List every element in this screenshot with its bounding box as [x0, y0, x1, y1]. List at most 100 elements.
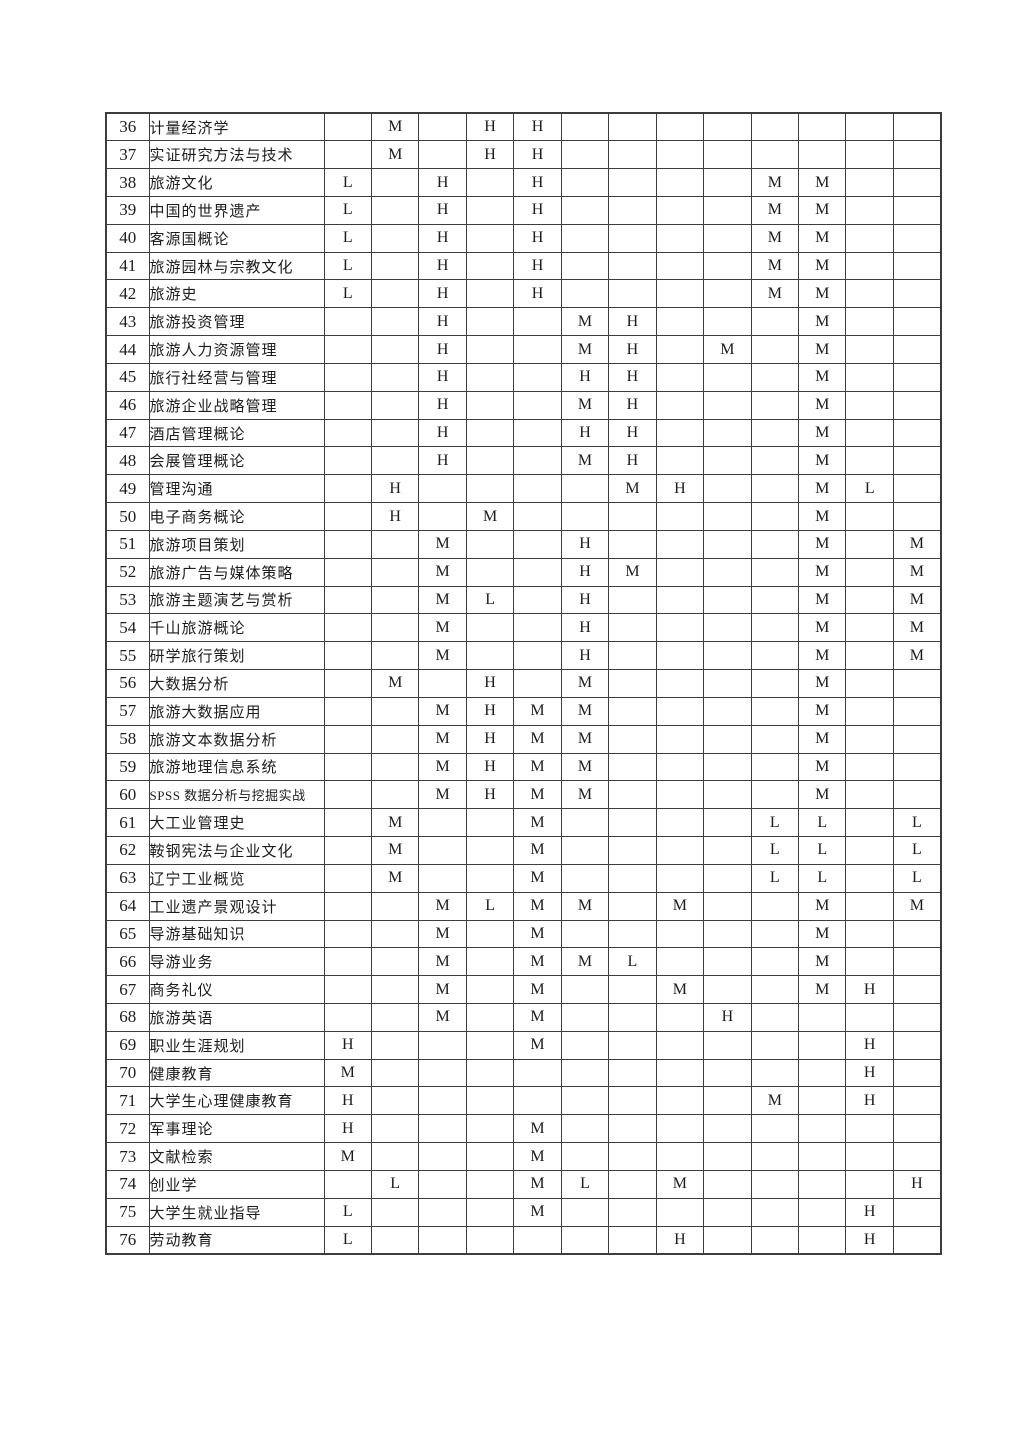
grade-cell: [892, 362, 942, 392]
grade-cell: H: [560, 529, 610, 559]
grade-cell: [845, 863, 894, 893]
table-row: 52 旅游广告与媒体策略 M H M M M: [105, 557, 942, 587]
course-name: 会展管理概论: [148, 446, 325, 476]
grade-cell: M: [798, 251, 847, 281]
grade-cell: M: [798, 279, 847, 309]
grade-cell: [703, 585, 752, 615]
row-number: 46: [105, 390, 150, 420]
grade-cell: [703, 1142, 752, 1171]
grade-cell: [370, 1086, 420, 1116]
grade-cell: [323, 418, 372, 448]
grade-cell: [513, 1225, 562, 1255]
grade-cell: H: [370, 474, 420, 504]
grade-cell: [892, 112, 942, 142]
grade-cell: [465, 1003, 515, 1032]
course-name: 研学旅行策划: [148, 641, 325, 671]
grade-cell: [892, 446, 942, 476]
grade-cell: [798, 1030, 847, 1060]
grade-cell: [655, 1086, 705, 1116]
row-number: 71: [105, 1086, 150, 1116]
grade-cell: [703, 669, 752, 698]
grade-cell: [608, 112, 657, 142]
course-name: 计量经济学: [148, 112, 325, 142]
grade-cell: [845, 696, 894, 726]
grade-cell: [370, 307, 420, 337]
table-row: 62 鞍钢宪法与企业文化 M M L L L: [105, 836, 942, 865]
grade-cell: [418, 1225, 467, 1255]
course-name: 文献检索: [148, 1142, 325, 1171]
grade-cell: H: [608, 362, 657, 392]
grade-cell: [655, 335, 705, 364]
grade-cell: L: [750, 836, 800, 865]
grade-cell: [513, 307, 562, 337]
grade-cell: L: [465, 891, 515, 921]
grade-cell: [418, 863, 467, 893]
grade-cell: [608, 641, 657, 671]
grade-cell: L: [750, 808, 800, 838]
grade-cell: [845, 724, 894, 754]
grade-cell: M: [892, 585, 942, 615]
grade-cell: [465, 613, 515, 643]
course-name: 导游业务: [148, 947, 325, 977]
grade-cell: H: [608, 335, 657, 364]
grade-cell: [370, 195, 420, 225]
row-number: 64: [105, 891, 150, 921]
grade-cell: [892, 696, 942, 726]
grade-cell: [845, 836, 894, 865]
grade-cell: M: [798, 891, 847, 921]
grade-cell: [655, 140, 705, 170]
grade-cell: L: [370, 1169, 420, 1199]
grade-cell: [513, 335, 562, 364]
grade-cell: [465, 1058, 515, 1088]
grade-cell: [703, 362, 752, 392]
grade-cell: [750, 1030, 800, 1060]
grade-cell: [370, 919, 420, 949]
grade-cell: [703, 696, 752, 726]
grade-cell: [703, 529, 752, 559]
grade-cell: [608, 195, 657, 225]
table-row: 61 大工业管理史 M M L L L: [105, 808, 942, 838]
grade-cell: M: [418, 975, 467, 1004]
grade-cell: M: [370, 836, 420, 865]
row-number: 48: [105, 446, 150, 476]
grade-cell: [655, 1142, 705, 1171]
grade-cell: [560, 1114, 610, 1144]
grade-cell: [465, 557, 515, 587]
grade-cell: [418, 1197, 467, 1227]
grade-cell: [703, 390, 752, 420]
grade-cell: H: [560, 613, 610, 643]
grade-cell: [750, 112, 800, 142]
course-name: 旅游地理信息系统: [148, 752, 325, 782]
row-number: 49: [105, 474, 150, 504]
grade-cell: M: [418, 529, 467, 559]
course-name: 实证研究方法与技术: [148, 140, 325, 170]
grade-cell: H: [560, 362, 610, 392]
grade-cell: L: [798, 863, 847, 893]
grade-cell: M: [323, 1058, 372, 1088]
grade-cell: H: [845, 1197, 894, 1227]
grade-cell: H: [892, 1169, 942, 1199]
grade-cell: [655, 195, 705, 225]
grade-cell: [418, 1169, 467, 1199]
grade-cell: M: [798, 780, 847, 810]
grade-cell: H: [845, 1086, 894, 1116]
grade-cell: [513, 613, 562, 643]
row-number: 52: [105, 557, 150, 587]
grade-cell: [703, 1169, 752, 1199]
grade-cell: [750, 335, 800, 364]
table-row: 64 工业遗产景观设计 M L M M M M M: [105, 891, 942, 921]
grade-cell: H: [608, 418, 657, 448]
table-row: 58 旅游文本数据分析 M H M M M: [105, 724, 942, 754]
grade-cell: [513, 502, 562, 531]
grade-cell: [560, 1142, 610, 1171]
grade-cell: [465, 836, 515, 865]
grade-cell: [608, 975, 657, 1004]
grade-cell: M: [418, 947, 467, 977]
grade-cell: [370, 223, 420, 253]
grade-cell: [465, 1197, 515, 1227]
grade-cell: [750, 1169, 800, 1199]
grade-cell: [845, 502, 894, 531]
grade-cell: [845, 669, 894, 698]
table-row: 55 研学旅行策划 M H M M: [105, 641, 942, 671]
grade-cell: [798, 1197, 847, 1227]
